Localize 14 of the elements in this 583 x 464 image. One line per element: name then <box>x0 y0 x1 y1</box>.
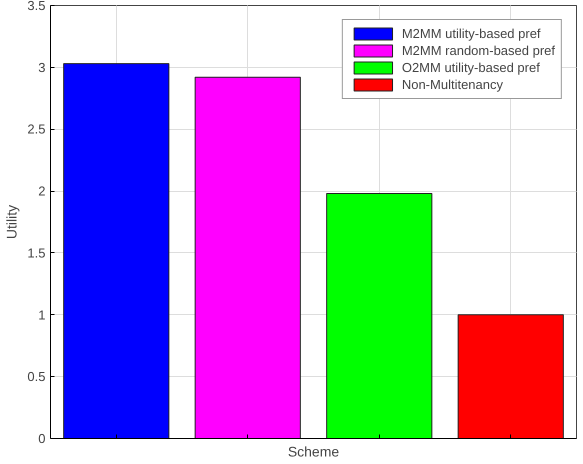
y-tick-label: 0 <box>38 431 46 446</box>
y-tick-label: 1.5 <box>27 245 46 260</box>
x-axis-title: Scheme <box>288 444 340 460</box>
legend-label: Non-Multitenancy <box>402 77 503 92</box>
legend-label: O2MM utility-based pref <box>402 60 540 75</box>
y-tick-label: 2.5 <box>27 122 46 137</box>
y-axis-title: Utility <box>3 204 20 240</box>
y-tick-label: 1 <box>38 307 46 322</box>
y-tick-label: 3 <box>38 60 46 75</box>
y-tick-label: 0.5 <box>27 369 46 384</box>
y-tick-label: 2 <box>38 184 46 199</box>
legend-label: M2MM utility-based pref <box>402 26 541 41</box>
y-tick-label: 3.5 <box>27 0 46 13</box>
legend-label: M2MM random-based pref <box>402 43 555 58</box>
